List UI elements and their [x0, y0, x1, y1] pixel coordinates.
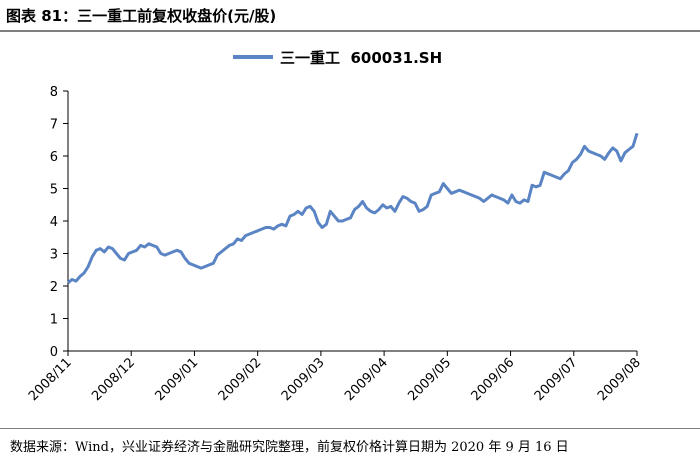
- series-line: [67, 132, 639, 284]
- x-tick-label: 2009/06: [469, 355, 518, 404]
- y-tick-label: 8: [50, 85, 58, 100]
- x-tick-label: 2008/11: [26, 355, 75, 404]
- x-tick-label: 2009/01: [152, 355, 201, 404]
- source-note: 数据来源：Wind，兴业证券经济与金融研究院整理，前复权价格计算日期为 2020…: [10, 440, 569, 455]
- x-tick-label: 2009/04: [342, 355, 391, 404]
- y-tick-label: 6: [50, 150, 58, 165]
- y-tick-label: 1: [50, 313, 58, 328]
- y-tick-label: 7: [50, 118, 58, 133]
- x-tick-label: 2009/07: [532, 355, 581, 404]
- y-tick-label: 4: [50, 215, 58, 230]
- legend-label: 三一重工 600031.SH: [280, 49, 442, 67]
- x-tick-label: 2008/12: [89, 355, 138, 404]
- footer: 数据来源：Wind，兴业证券经济与金融研究院整理，前复权价格计算日期为 2020…: [0, 428, 700, 457]
- y-axis: 0 1 2 3 4 5 6 7 8: [50, 85, 69, 360]
- y-tick-label: 0: [50, 345, 58, 360]
- x-tick-label: 2009/03: [279, 355, 328, 404]
- page-title: 图表 81：三一重工前复权收盘价(元/股): [6, 7, 277, 25]
- x-tick-label: 2009/02: [216, 355, 265, 404]
- title-bar: 图表 81：三一重工前复权收盘价(元/股): [0, 0, 700, 32]
- x-tick-label: 2009/08: [595, 355, 644, 404]
- x-axis: 2008/11 2008/12 2009/01 2009/02 2009/03 2009/…: [26, 350, 644, 404]
- legend: 三一重工 600031.SH: [233, 49, 442, 67]
- y-tick-label: 5: [50, 183, 58, 198]
- y-tick-label: 2: [50, 280, 58, 295]
- y-tick-label: 3: [50, 248, 58, 263]
- x-tick-label: 2009/05: [405, 355, 454, 404]
